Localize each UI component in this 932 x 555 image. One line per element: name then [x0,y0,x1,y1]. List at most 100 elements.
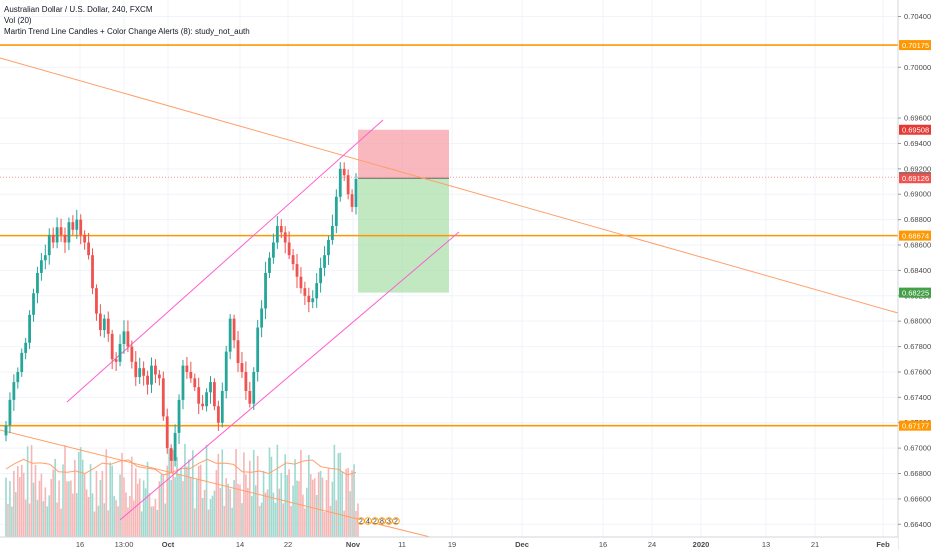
volume-indicator-label[interactable]: Vol (20) [4,16,32,25]
candle-body[interactable] [91,255,94,289]
candle-body[interactable] [173,432,177,461]
price-label-tag[interactable] [899,124,931,135]
price-label-tag[interactable] [899,173,931,184]
candle-body[interactable] [260,308,264,328]
price-label-tag[interactable] [899,40,931,51]
channel-lower-line[interactable] [119,231,460,521]
candle-body[interactable] [216,406,220,423]
candle-body[interactable] [264,272,267,309]
candle-body[interactable] [323,255,326,268]
candle-body[interactable] [28,314,31,343]
candle-body[interactable] [268,257,271,273]
candle-body[interactable] [193,378,197,388]
candle-body[interactable] [315,283,319,299]
candle-body[interactable] [71,222,75,230]
candle-body[interactable] [201,403,205,407]
candle-body[interactable] [331,225,334,240]
candle-body[interactable] [83,234,87,243]
candle-body[interactable] [118,344,122,362]
candle-body[interactable] [252,371,256,404]
candle-body[interactable] [39,260,43,273]
candle-body[interactable] [295,264,299,277]
candle-body[interactable] [213,382,216,407]
candle-body[interactable] [346,175,350,195]
candle-body[interactable] [102,318,106,331]
candle-body[interactable] [279,225,283,233]
descending-trendline[interactable] [0,57,899,314]
candle-body[interactable] [55,227,59,243]
candle-body[interactable] [4,425,8,436]
candle-body[interactable] [342,168,346,176]
candle-body[interactable] [165,416,169,449]
candle-body[interactable] [354,179,358,207]
candle-body[interactable] [236,340,240,364]
candle-body[interactable] [283,232,287,243]
price-label-tag[interactable] [899,287,931,298]
candle-body[interactable] [291,255,295,265]
candle-body[interactable] [287,242,291,256]
candle-body[interactable] [106,318,110,334]
candle-body[interactable] [228,318,232,352]
candle-body[interactable] [122,331,126,345]
candle-body[interactable] [209,382,212,393]
candle-body[interactable] [334,196,338,226]
candle-body[interactable] [98,313,102,331]
candle-body[interactable] [169,448,173,461]
candle-body[interactable] [220,391,224,423]
candle-body[interactable] [338,168,342,197]
candle-body[interactable] [110,333,114,360]
event-marker[interactable] [392,517,400,525]
candle-body[interactable] [12,382,16,400]
price-label-tag[interactable] [899,420,931,431]
candle-body[interactable] [79,219,83,235]
candle-body[interactable] [67,222,71,243]
candle-body[interactable] [63,234,67,243]
candle-body[interactable] [130,346,134,362]
candle-body[interactable] [138,368,142,378]
candle-body[interactable] [232,318,236,341]
candle-body[interactable] [8,399,12,426]
candle-body[interactable] [146,375,149,385]
candle-body[interactable] [47,234,51,256]
candle-body[interactable] [16,371,20,383]
candle-body[interactable] [311,298,315,303]
candle-body[interactable] [205,392,208,407]
candle-body[interactable] [154,365,157,375]
candle-body[interactable] [272,242,275,258]
candle-body[interactable] [126,331,130,347]
candle-body[interactable] [75,219,79,230]
candle-body[interactable] [303,288,307,296]
price-label-tag[interactable] [899,230,931,241]
candle-body[interactable] [134,361,138,378]
candle-body[interactable] [32,293,35,315]
candle-body[interactable] [114,359,118,362]
candle-body[interactable] [181,365,185,400]
candle-body[interactable] [299,276,303,289]
candle-body[interactable] [327,239,330,256]
candle-body[interactable] [240,363,244,372]
stop-loss-zone[interactable] [358,129,449,179]
candle-body[interactable] [36,272,39,294]
candle-body[interactable] [185,365,189,372]
candle-body[interactable] [307,295,311,303]
candle-body[interactable] [59,227,63,235]
candle-body[interactable] [248,391,252,404]
candle-body[interactable] [197,387,201,404]
candle-body[interactable] [350,194,354,207]
candle-body[interactable] [20,352,24,372]
candle-body[interactable] [224,351,228,392]
candle-body[interactable] [87,242,90,256]
candle-body[interactable] [95,288,98,314]
candle-body[interactable] [189,371,193,379]
symbol-title[interactable]: Australian Dollar / U.S. Dollar, 240, FX… [4,5,153,14]
study-indicator-label[interactable]: Martin Trend Line Candles + Color Change… [4,27,250,36]
candle-body[interactable] [319,267,323,284]
candle-body[interactable] [142,368,146,376]
candle-body[interactable] [256,327,260,372]
candle-body[interactable] [177,399,181,433]
candle-body[interactable] [157,374,161,379]
candle-body[interactable] [275,225,279,243]
candle-body[interactable] [43,255,47,261]
